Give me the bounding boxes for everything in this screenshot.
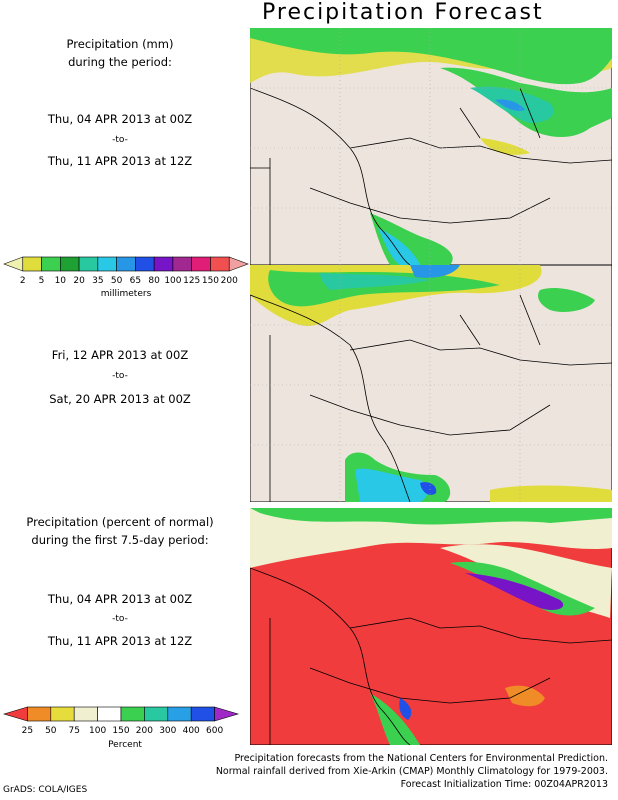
percent-scale-swatch [2, 706, 28, 722]
percent-scale-tick-label: 100 [89, 726, 106, 736]
percent-scale-tick-label: 200 [136, 726, 153, 736]
percent-scale-swatch [50, 706, 75, 722]
coastlines-map2 [250, 294, 612, 502]
mm-scale-swatch [210, 256, 230, 272]
mm-scale-tick-label: 5 [39, 276, 45, 286]
mm-scale-tick-label: 2 [20, 276, 26, 286]
grads-credit: GrADS: COLA/IGES [3, 785, 88, 795]
panel1-heading: Precipitation (mm) during the period: [0, 37, 240, 69]
gridlines-map2 [250, 265, 612, 502]
percent-scale-swatch [73, 706, 98, 722]
panel3-from: Thu, 04 APR 2013 at 00Z [47, 592, 193, 606]
panel3-line2: during the first 7.5-day period: [31, 533, 209, 547]
mm-unit-label: millimeters [100, 289, 152, 299]
footer-line1: Precipitation forecasts from the Nationa… [234, 753, 608, 764]
mm-scale-tick-label: 50 [111, 276, 123, 286]
mm-scale-swatch [3, 256, 24, 272]
panel1-until: Thu, 11 APR 2013 at 12Z [47, 154, 193, 168]
mm-scale-swatch [97, 256, 117, 272]
mm-scale-tick-label: 35 [92, 276, 103, 286]
percent-colorbar: 25 50 75 100 150 200 300 400 600 [2, 706, 240, 736]
mm-scale-tick-label: 125 [183, 276, 200, 286]
mm-scale-tick-label: 200 [221, 276, 238, 286]
mm-scale-swatch [153, 256, 174, 272]
coastlines-map3 [250, 567, 612, 745]
percent-scale-tick-label: 50 [45, 726, 57, 736]
mm-scale-swatch [135, 256, 155, 272]
percent-scale-tick-label: 300 [159, 726, 176, 736]
percent-scale-tick-label: 600 [206, 726, 223, 736]
footer-notes: Precipitation forecasts from the Nationa… [216, 752, 608, 791]
panel1-to: -to- [112, 135, 128, 145]
mm-scale-tick-label: 150 [202, 276, 219, 286]
percent-unit-label: Percent [108, 740, 142, 750]
coastlines-map1 [250, 87, 612, 265]
panel3-heading: Precipitation (percent of normal) during… [0, 515, 240, 547]
mm-scale-tick-label: 20 [73, 276, 85, 286]
percent-scale-swatch [144, 706, 169, 722]
percent-scale-swatch [167, 706, 192, 722]
mm-scale-tick-label: 65 [130, 276, 141, 286]
footer-line3: Forecast Initialization Time: 00Z04APR20… [400, 779, 608, 790]
mm-scale-swatch [78, 256, 99, 272]
percent-scale-tick-label: 25 [22, 726, 33, 736]
page-title: Precipitation Forecast [262, 0, 544, 25]
mm-scale-swatch [228, 256, 249, 272]
panel2-from: Fri, 12 APR 2013 at 00Z [51, 348, 189, 362]
mm-scale-swatch [116, 256, 136, 272]
map-percent-normal [250, 508, 612, 745]
mm-scale-swatch [191, 256, 211, 272]
map-week2-precip [250, 265, 612, 502]
footer-line2: Normal rainfall derived from Xie-Arkin (… [215, 766, 608, 777]
panel1-from: Thu, 04 APR 2013 at 00Z [47, 112, 193, 126]
percent-scale-swatch [97, 706, 122, 722]
mm-scale-tick-label: 100 [164, 276, 181, 286]
mm-scale-swatch [172, 256, 192, 272]
precip-bands-map2 [250, 265, 612, 502]
panel1-line1: Precipitation (mm) [66, 37, 174, 51]
panel2-until: Sat, 20 APR 2013 at 00Z [49, 392, 191, 406]
mm-scale-tick-label: 10 [55, 276, 67, 286]
panel3-to: -to- [112, 614, 128, 624]
mm-scale-swatch [60, 256, 80, 272]
mm-scale-tick-label: 80 [148, 276, 160, 286]
panel3-until: Thu, 11 APR 2013 at 12Z [47, 634, 193, 648]
panel1-line2: during the period: [68, 55, 172, 69]
percent-scale-swatch [120, 706, 145, 722]
mm-colorbar: 2 5 10 20 35 50 65 80 100 125 150 200 [3, 256, 249, 286]
mm-scale-swatch [22, 256, 42, 272]
percent-scale-tick-label: 400 [183, 726, 200, 736]
mm-scale-swatch [41, 256, 61, 272]
gridlines-map1 [250, 28, 612, 265]
percent-scale-swatch [27, 706, 52, 722]
map-week1-precip [250, 28, 612, 265]
panel3-line1: Precipitation (percent of normal) [26, 515, 214, 529]
percent-scale-tick-label: 75 [68, 726, 79, 736]
panel2-to: -to- [112, 371, 128, 381]
percent-scale-swatch [214, 706, 240, 722]
percent-scale-swatch [190, 706, 215, 722]
percent-bands-map3 [250, 508, 612, 745]
percent-scale-tick-label: 150 [112, 726, 129, 736]
